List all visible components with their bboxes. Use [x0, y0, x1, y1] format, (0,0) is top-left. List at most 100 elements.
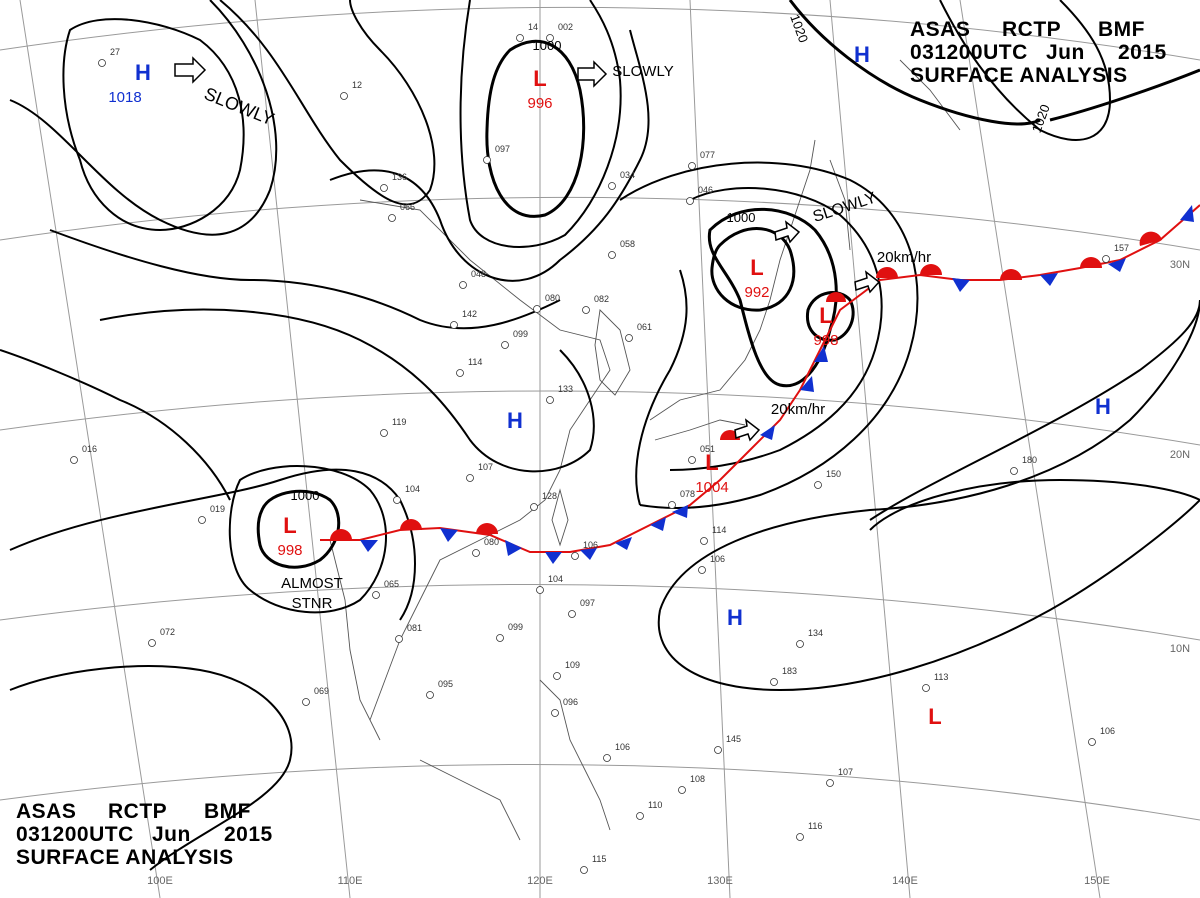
- station-value: 114: [712, 525, 726, 535]
- station-marker: [516, 34, 524, 42]
- station-value: 180: [1022, 455, 1037, 465]
- header-title: SURFACE ANALYSIS: [16, 846, 234, 869]
- isobar-nw-high-1: [62, 18, 245, 232]
- station-value: 113: [934, 672, 948, 682]
- movement-label: 20km/hr: [877, 249, 931, 266]
- header-code: BMF: [1098, 18, 1145, 41]
- station-marker: [483, 156, 491, 164]
- central-pressure-value: 992: [744, 284, 769, 301]
- station-value: 142: [462, 309, 477, 319]
- isobar-spac: [659, 299, 1200, 611]
- station-marker: [501, 341, 509, 349]
- central-pressure-value: 1004: [695, 479, 728, 496]
- coastlines: [329, 59, 961, 841]
- arrow-icon: [734, 418, 761, 442]
- map-labels: 100E 110E 120E 130E 140E 150E 30N 20N 10N H 1018 L 9…: [82, 12, 1190, 887]
- station-value: 110: [648, 800, 662, 810]
- station-value: 048: [471, 269, 486, 279]
- latitude-label: 20N: [1170, 449, 1190, 461]
- station-value: 109: [565, 660, 580, 670]
- station-value: 157: [1114, 243, 1129, 253]
- warm-front-bump: [1080, 257, 1102, 268]
- header-datetime: 031200UTC: [910, 41, 1028, 64]
- longitude-label: 130E: [707, 875, 733, 887]
- isobar-992-inner: [710, 227, 796, 312]
- station-value: 106: [583, 540, 598, 550]
- lat-line-40n: [0, 6, 1200, 61]
- station-value: 108: [690, 774, 705, 784]
- station-marker: [456, 369, 464, 377]
- isobar-996-inner: [485, 39, 586, 218]
- station-marker: [70, 456, 78, 464]
- station-marker: [571, 552, 579, 560]
- lon-line-150e: [959, 0, 1101, 898]
- cold-front-triangle: [814, 346, 828, 362]
- pressure-center-high: H: [135, 60, 151, 85]
- arrow-icon: [174, 56, 207, 84]
- cold-front-triangle: [505, 540, 522, 556]
- station-value: 114: [468, 357, 482, 367]
- coast-japan: [649, 139, 816, 421]
- cold-front-triangle: [360, 540, 378, 552]
- station-marker: [678, 786, 686, 794]
- station-value: 116: [808, 821, 822, 831]
- isobar-china-1: [99, 308, 595, 473]
- isobar-spac-inner: [657, 499, 1200, 692]
- station-value: 081: [407, 623, 422, 633]
- station-marker: [814, 481, 822, 489]
- central-pressure-value: 1018: [108, 89, 141, 106]
- station-marker: [148, 639, 156, 647]
- station-marker: [340, 92, 348, 100]
- station-value: 128: [542, 491, 557, 501]
- isobar-998-scs: [256, 489, 341, 569]
- station-marker: [1102, 255, 1110, 263]
- isobar-tropical-1: [9, 468, 416, 621]
- station-marker: [1010, 467, 1018, 475]
- isobar-japan-1: [669, 187, 883, 471]
- cold-front-triangle: [440, 528, 458, 542]
- station-value: 12: [352, 80, 362, 90]
- isobar-west: [0, 349, 231, 501]
- station-value: 097: [495, 144, 510, 154]
- station-marker: [796, 640, 804, 648]
- warm-front-bump: [1139, 231, 1162, 246]
- station-marker: [1088, 738, 1096, 746]
- station-marker: [688, 162, 696, 170]
- longitude-label: 100E: [147, 875, 173, 887]
- station-value: 072: [160, 627, 175, 637]
- latitude-label: 30N: [1170, 259, 1190, 271]
- station-plots: [70, 34, 1110, 874]
- header-year: 2015: [1118, 41, 1167, 64]
- central-pressure-value: 998: [277, 542, 302, 559]
- header-month: Jun: [152, 823, 191, 846]
- station-value: 002: [558, 22, 573, 32]
- coast-japan-south: [654, 419, 746, 441]
- isobar-992-outer: [707, 207, 838, 388]
- station-marker: [551, 709, 559, 717]
- station-value: 066: [400, 202, 415, 212]
- movement-label: SLOWLY: [612, 63, 673, 80]
- warm-front-bump: [400, 519, 422, 530]
- station-marker: [198, 516, 206, 524]
- station-value: 078: [680, 489, 695, 499]
- station-marker: [553, 672, 561, 680]
- station-marker: [393, 496, 401, 504]
- header-datetime: 031200UTC: [16, 823, 134, 846]
- station-value: 080: [484, 537, 499, 547]
- header-top: ASAS RCTP BMF 031200UTC Jun 2015 SURFACE ANA…: [910, 18, 1167, 87]
- station-value: 095: [438, 679, 453, 689]
- station-value: 136: [392, 172, 407, 182]
- isobar-996-outer: [459, 0, 622, 248]
- header-agency: ASAS: [910, 18, 971, 41]
- coast-indochina: [329, 539, 381, 741]
- station-value: 065: [384, 579, 399, 589]
- station-value: 099: [508, 622, 523, 632]
- station-marker: [686, 197, 694, 205]
- station-value: 080: [545, 293, 560, 303]
- station-marker: [714, 746, 722, 754]
- station-marker: [536, 586, 544, 594]
- cold-front-triangle: [650, 517, 666, 531]
- movement-label: ALMOST: [281, 575, 343, 592]
- station-value: 107: [838, 767, 853, 777]
- station-value: 150: [826, 469, 841, 479]
